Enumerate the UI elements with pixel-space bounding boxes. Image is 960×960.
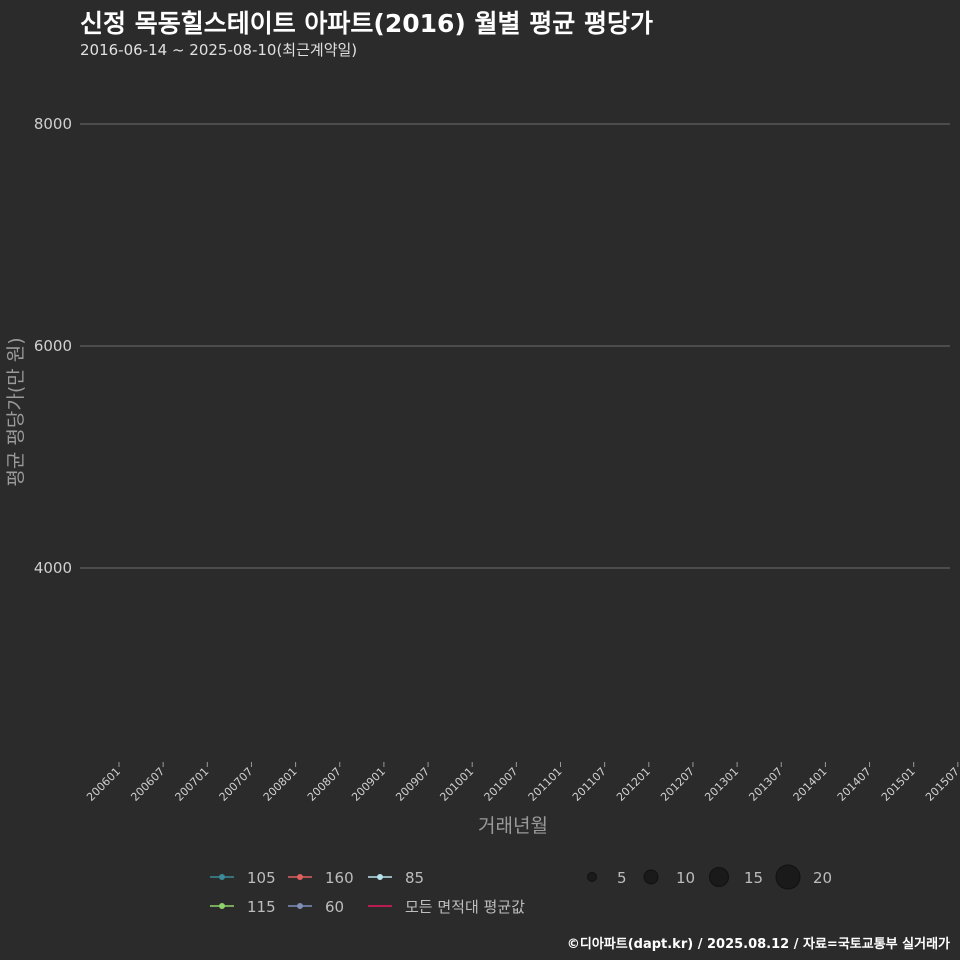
x-tick-label: 200907: [393, 765, 432, 804]
x-tick-label: 201201: [614, 765, 653, 804]
legend-label: 85: [405, 869, 424, 887]
size-legend-circle: [775, 864, 801, 890]
legend-label: 60: [325, 898, 344, 916]
source-caption: ©디아파트(dapt.kr) / 2025.08.12 / 자료=국토교통부 실…: [566, 937, 950, 952]
y-tick-label: 4000: [34, 559, 72, 577]
x-tick-labels: 200601 200607 200701 200707 200801 200807 2009…: [84, 762, 960, 804]
x-tick-label: 200601: [84, 765, 123, 804]
size-legend-label: 20: [813, 869, 832, 887]
x-tick-label: 200707: [217, 765, 256, 804]
legend-label: 160: [325, 869, 354, 887]
x-tick-label: 200807: [305, 765, 344, 804]
x-tick-label: 201301: [702, 765, 741, 804]
x-tick-label: 200801: [261, 765, 300, 804]
x-tick-label: 201307: [746, 765, 785, 804]
x-tick-label: 201501: [879, 765, 918, 804]
size-legend: 5 10 15 20: [587, 864, 832, 890]
size-legend-label: 15: [744, 869, 763, 887]
y-tick-label: 8000: [34, 115, 72, 133]
x-tick-label: 201007: [482, 765, 521, 804]
x-axis-title: 거래년월: [478, 815, 548, 837]
size-legend-circle: [587, 872, 597, 882]
x-tick-label: 200701: [173, 765, 212, 804]
x-tick-label: 201407: [835, 765, 874, 804]
size-legend-label: 10: [676, 869, 695, 887]
x-tick-label: 201207: [658, 765, 697, 804]
y-tick-label: 6000: [34, 337, 72, 355]
y-axis-title: 평균 평당가(만 원): [5, 337, 27, 486]
color-legend: 105 160 85 115 60 모든 면적대 평균값: [210, 869, 525, 916]
x-tick-label: 201507: [923, 765, 960, 804]
x-tick-label: 201401: [791, 765, 830, 804]
size-legend-circle: [709, 867, 729, 887]
chart-subtitle: 2016-06-14 ~ 2025-08-10(최근계약일): [80, 41, 358, 59]
chart-title: 신정 목동힐스테이트 아파트(2016) 월별 평균 평당가: [80, 9, 653, 38]
size-legend-label: 5: [617, 869, 627, 887]
x-tick-label: 201101: [526, 765, 565, 804]
x-tick-label: 200901: [349, 765, 388, 804]
size-legend-circle: [643, 869, 659, 885]
legend-label: 모든 면적대 평균값: [405, 898, 525, 916]
legend-dot-105: [219, 874, 225, 880]
x-tick-label: 201001: [437, 765, 476, 804]
legend-label: 115: [247, 898, 276, 916]
legend-dot-160: [297, 874, 303, 880]
legend-dot-115: [219, 903, 225, 909]
legend-dot-85: [377, 874, 383, 880]
x-tick-label: 201107: [570, 765, 609, 804]
y-tick-labels: 4000 6000 8000: [34, 115, 72, 577]
legend-dot-60: [297, 903, 303, 909]
grid-lines: [80, 123, 950, 569]
legend-label: 105: [247, 869, 276, 887]
x-tick-label: 200607: [128, 765, 167, 804]
